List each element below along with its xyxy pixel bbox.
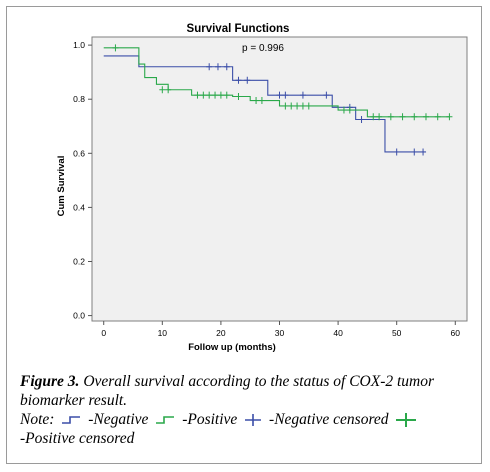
positive-censored-mark <box>446 113 453 121</box>
positive-censored-mark <box>206 91 213 99</box>
y-tick-label: 0.0 <box>73 311 85 321</box>
y-tick-label: 0.8 <box>73 94 85 104</box>
figure-caption: Figure 3. Overall survival according to … <box>20 372 475 448</box>
negative-censored-icon <box>245 414 262 427</box>
x-tick-label: 30 <box>275 328 285 338</box>
positive-censored-mark <box>370 113 377 121</box>
x-tick-label: 0 <box>101 328 106 338</box>
y-tick-label: 0.6 <box>73 148 85 158</box>
y-tick-label: 0.4 <box>73 202 85 212</box>
positive-censored-mark <box>294 102 301 110</box>
positive-censored-mark <box>288 102 295 110</box>
x-tick-label: 60 <box>451 328 461 338</box>
legend-note: Note: -Negative -Positive -Negative cens… <box>20 410 475 429</box>
positive-censored-mark <box>223 91 230 99</box>
negative-censored-mark <box>206 63 213 71</box>
negative-censored-mark <box>276 91 283 99</box>
positive-censored-mark <box>165 86 172 94</box>
positive-censored-mark <box>235 93 242 101</box>
positive-censored-mark <box>299 102 306 110</box>
y-axis-label: Cum Survival <box>56 156 67 217</box>
plot-area <box>91 36 468 322</box>
positive-censored-mark <box>422 113 429 121</box>
positive-censored-mark <box>346 106 353 114</box>
legend-negative: -Negative <box>88 411 149 428</box>
positive-censored-mark <box>376 113 383 121</box>
negative-censored-mark <box>235 76 242 84</box>
negative-censored-mark <box>411 148 418 156</box>
positive-censored-mark <box>340 106 347 114</box>
positive-censored-mark <box>159 86 166 94</box>
positive-censored-mark <box>253 97 260 105</box>
positive-censored-mark <box>200 91 207 99</box>
positive-censored-mark <box>112 44 119 52</box>
positive-censored-mark <box>282 102 289 110</box>
negative-censored-mark <box>358 115 365 123</box>
y-tick-label: 1.0 <box>73 40 85 50</box>
positive-censored-mark <box>217 91 224 99</box>
negative-censored-mark <box>244 76 251 84</box>
positive-censored-mark <box>387 113 394 121</box>
x-tick-label: 20 <box>216 328 226 338</box>
x-axis-label: Follow up (months) <box>188 342 276 353</box>
x-tick-label: 50 <box>392 328 402 338</box>
negative-censored-mark <box>323 91 330 99</box>
negative-censored-mark <box>393 148 400 156</box>
note-label: Note: <box>20 411 55 428</box>
figure-text: Overall survival according to the status… <box>20 373 435 409</box>
negative-censored-mark <box>420 148 427 156</box>
negative-censored-mark <box>223 63 230 71</box>
y-tick-label: 0.2 <box>73 256 85 266</box>
x-tick-label: 40 <box>333 328 343 338</box>
x-tick-label: 10 <box>158 328 168 338</box>
negative-censored-mark <box>282 91 289 99</box>
positive-censored-mark <box>305 102 312 110</box>
positive-line-icon <box>156 416 175 425</box>
positive-censored-mark <box>434 113 441 121</box>
legend-positive-censored: -Positive censored <box>20 429 475 448</box>
positive-censored-mark <box>399 113 406 121</box>
legend-positive: -Positive <box>182 411 238 428</box>
negative-line-icon <box>62 416 81 425</box>
negative-censored-mark <box>214 63 221 71</box>
survival-chart: Survival Functions p = 0.996 Cum Surviva… <box>10 10 480 362</box>
figure-label: Figure 3. <box>20 373 80 390</box>
positive-censored-mark <box>212 91 219 99</box>
legend-negative-censored: -Negative censored <box>269 411 389 428</box>
positive-censored-mark <box>411 113 418 121</box>
chart-title: Survival Functions <box>187 23 290 35</box>
negative-censored-mark <box>299 91 306 99</box>
p-value-annotation: p = 0.996 <box>242 43 284 54</box>
positive-censored-mark <box>258 97 265 105</box>
positive-censored-icon <box>396 413 417 428</box>
positive-censored-mark <box>194 91 201 99</box>
legend-positive-censored-text: -Positive censored <box>20 430 135 447</box>
